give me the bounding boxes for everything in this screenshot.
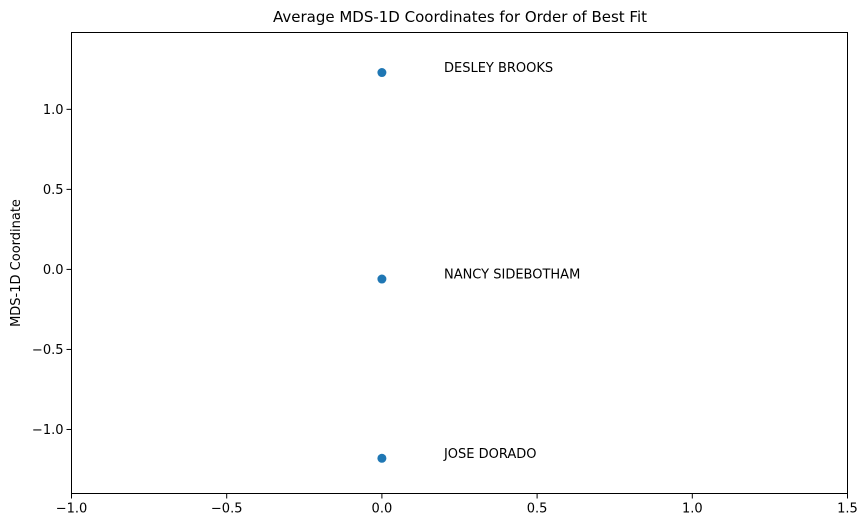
x-axis: −1.0 −0.5 0.0 0.5 1.0 1.5 [56,493,858,517]
chart-title: Average MDS-1D Coordinates for Order of … [273,8,647,26]
plot-area-frame [71,32,848,494]
data-points [377,68,387,463]
point-label: JOSE DORADO [443,447,537,462]
y-tick-label: 0.0 [43,263,64,278]
point-label: NANCY SIDEBOTHAM [444,268,580,283]
y-tick-label: −0.5 [32,343,64,358]
y-tick-label: −1.0 [32,423,64,438]
data-point [377,453,387,463]
data-point [377,68,387,78]
y-axis-label: MDS-1D Coordinate [9,199,24,327]
x-tick-label: 1.0 [682,502,703,517]
data-point [377,274,387,284]
point-annotations: DESLEY BROOKS NANCY SIDEBOTHAM JOSE DORADO [443,61,580,462]
y-axis: −1.0 −0.5 0.0 0.5 1.0 [32,103,72,438]
x-tick-label: 0.5 [527,502,548,517]
x-tick-label: −0.5 [211,502,243,517]
x-tick-label: −1.0 [56,502,88,517]
point-label: DESLEY BROOKS [444,61,553,76]
x-tick-label: 0.0 [372,502,393,517]
y-tick-label: 1.0 [43,103,64,118]
y-tick-label: 0.5 [43,183,64,198]
x-tick-label: 1.5 [837,502,858,517]
